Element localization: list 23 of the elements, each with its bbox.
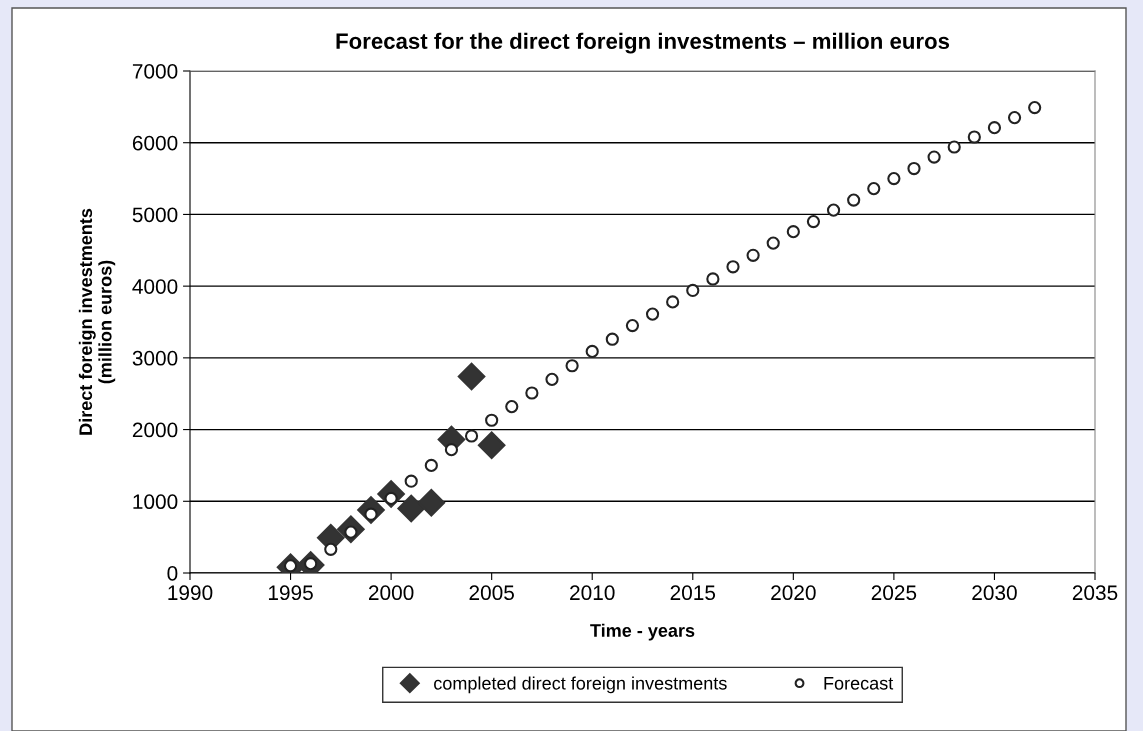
x-tick-label: 2030 (972, 585, 1017, 601)
x-tick-label: 2005 (469, 585, 514, 601)
chart-title: Forecast for the direct foreign investments – million euros (336, 32, 950, 54)
legend-label: completed direct foreign investments (434, 676, 727, 694)
x-tick-label: 2035 (1072, 585, 1118, 601)
x-tick-label: 2000 (368, 585, 414, 601)
y-tick-label: 6000 (132, 135, 178, 151)
y-tick-label: 1000 (133, 494, 178, 510)
x-tick-label: 2020 (771, 585, 816, 601)
y-tick-label: 7000 (132, 64, 178, 79)
x-tick-label: 1995 (268, 585, 313, 601)
y-axis-title: Direct foreign investments (million euros) (78, 208, 116, 435)
x-axis-title: Time - years (590, 623, 695, 641)
x-tick-label: 1990 (168, 585, 213, 601)
y-tick-label: 2000 (132, 422, 178, 438)
y-tick-label: 5000 (132, 207, 178, 223)
x-tick-label: 2025 (871, 585, 917, 601)
y-tick-label: 4000 (132, 279, 178, 294)
y-tick-label: 3000 (132, 350, 178, 366)
legend-label: Forecast (824, 677, 894, 690)
x-tick-label: 2015 (670, 585, 716, 601)
x-tick-label: 2010 (570, 585, 615, 601)
y-tick-label: 0 (167, 566, 178, 581)
